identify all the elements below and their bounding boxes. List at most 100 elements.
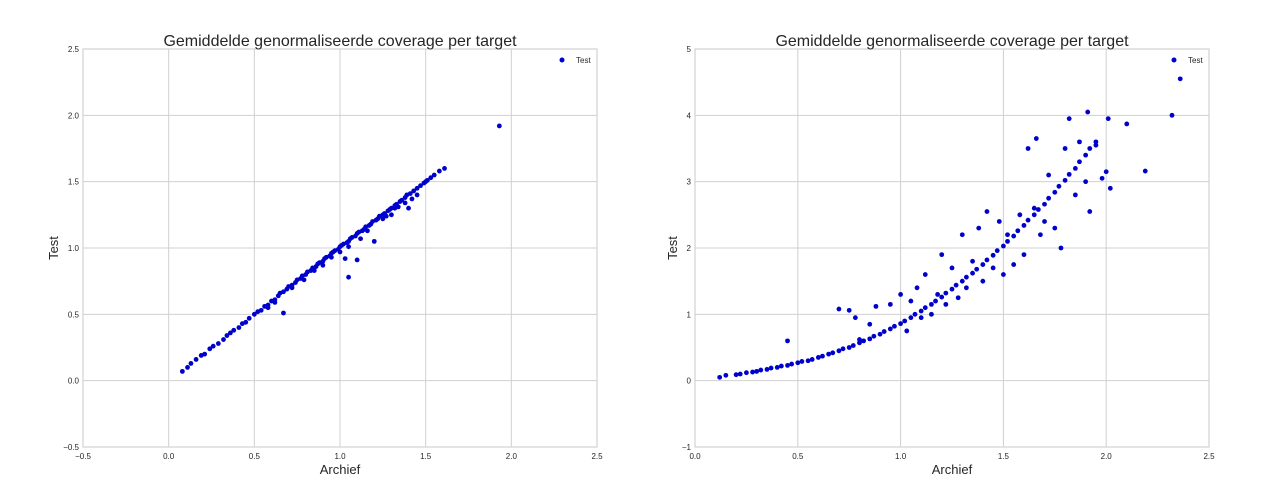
data-point: [265, 305, 271, 311]
data-point: [861, 338, 866, 344]
y-tick-label: 4: [687, 111, 692, 120]
data-point: [289, 285, 295, 291]
data-point: [407, 191, 413, 197]
data-point: [1046, 195, 1052, 201]
data-point: [1077, 159, 1082, 165]
data-point: [857, 337, 862, 342]
data-point: [1001, 272, 1006, 277]
data-point: [1021, 252, 1027, 258]
data-point: [301, 277, 307, 283]
data-point: [227, 330, 233, 336]
data-point: [737, 371, 743, 377]
data-point: [346, 274, 351, 280]
data-point: [918, 308, 924, 314]
x-tick-label: 2.5: [1203, 452, 1215, 461]
data-point: [976, 225, 982, 231]
data-point: [380, 216, 386, 222]
data-point: [392, 205, 398, 211]
x-tick-labels: 0.0 0.5 1.0 1.5 2.0 2.5: [689, 452, 1215, 461]
data-point: [970, 270, 975, 276]
data-point: [959, 232, 965, 238]
scatter-panel-right: 0.0 0.5 1.0 1.5 2.0 2.5 −1 0 1 2 3 4 5 Gemiddelde g…: [665, 33, 1215, 477]
y-tick-label: 0.0: [68, 377, 80, 386]
data-point: [436, 168, 442, 174]
x-tick-label: 2.0: [1101, 452, 1113, 461]
data-point: [365, 228, 370, 234]
data-point: [1031, 205, 1037, 211]
data-point: [744, 370, 749, 376]
x-axis-label: Archief: [320, 462, 361, 477]
data-point: [1025, 217, 1031, 223]
legend-label: Test: [576, 56, 591, 65]
data-point: [1062, 146, 1068, 151]
data-point: [980, 278, 986, 284]
data-point: [1093, 139, 1099, 145]
data-points: [717, 76, 1183, 380]
data-point: [1015, 228, 1021, 234]
data-point: [1038, 232, 1043, 238]
data-point: [428, 175, 434, 181]
data-point: [1066, 171, 1072, 177]
x-tick-label: 1.0: [895, 452, 907, 461]
data-point: [1011, 233, 1017, 239]
data-point: [1052, 225, 1058, 231]
data-point: [389, 205, 394, 211]
data-point: [953, 282, 959, 288]
x-tick-label: 2.5: [591, 452, 603, 461]
y-tick-labels: −1 0 1 2 3 4 5: [682, 45, 692, 452]
data-point: [1031, 212, 1037, 218]
data-point: [830, 350, 836, 356]
data-point: [929, 301, 934, 307]
data-point: [929, 311, 934, 317]
data-point: [231, 327, 237, 333]
data-point: [887, 326, 893, 332]
data-point: [383, 213, 389, 219]
data-point: [414, 192, 420, 198]
data-point: [1005, 238, 1010, 244]
data-point: [1103, 169, 1109, 175]
data-point: [1124, 121, 1130, 127]
data-point: [933, 298, 938, 304]
x-tick-label: 0.0: [689, 452, 701, 461]
data-point: [908, 298, 914, 304]
data-point: [346, 244, 351, 250]
data-point: [778, 363, 784, 369]
data-point: [1005, 232, 1010, 238]
data-point: [902, 318, 908, 324]
data-point: [922, 305, 928, 311]
data-point: [764, 366, 770, 372]
data-point: [949, 265, 955, 271]
data-point: [846, 345, 852, 350]
data-point: [329, 254, 334, 260]
data-point: [243, 319, 249, 325]
data-point: [974, 266, 980, 272]
grid-lines: [83, 49, 597, 447]
data-point: [1046, 172, 1052, 178]
data-point: [943, 290, 949, 296]
data-point: [996, 219, 1002, 224]
x-tick-label: 0.5: [792, 452, 804, 461]
data-point: [850, 343, 856, 348]
data-point: [1107, 185, 1113, 191]
data-point: [805, 358, 811, 364]
data-point: [207, 346, 213, 352]
legend-marker: [1171, 57, 1177, 63]
data-point: [337, 249, 343, 255]
data-point: [1033, 136, 1039, 141]
data-point: [1142, 168, 1148, 174]
data-point: [904, 328, 910, 334]
data-point: [809, 357, 815, 362]
y-tick-label: 1.0: [68, 244, 80, 253]
y-tick-label: −1: [682, 443, 692, 452]
data-point: [1169, 112, 1175, 118]
data-point: [1085, 109, 1091, 115]
data-point: [758, 367, 764, 373]
data-point: [1058, 245, 1064, 251]
chart-title: Gemiddelde genormaliseerde coverage per …: [775, 33, 1129, 50]
y-tick-label: 0: [687, 377, 692, 386]
data-point: [1025, 146, 1031, 151]
y-tick-labels: −0.5 0.0 0.5 1.0 1.5 2.0 2.5: [63, 45, 79, 452]
data-point: [959, 278, 965, 284]
data-point: [358, 236, 363, 242]
data-point: [892, 323, 897, 329]
